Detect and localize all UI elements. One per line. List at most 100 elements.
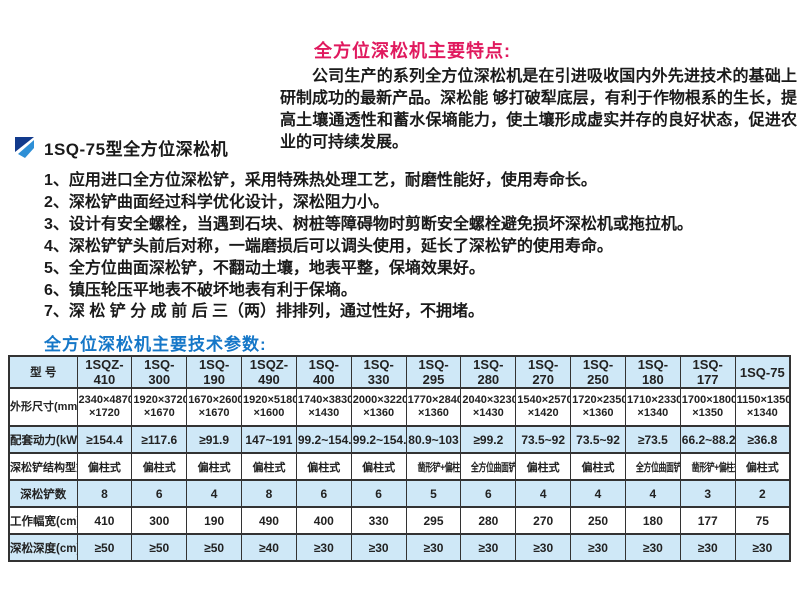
param-cell: 偏柱式 — [295, 452, 352, 481]
table-row: 配套动力(kW) ≥154.4 ≥117.6 ≥91.9 147~191 99.2~154… — [8, 425, 791, 454]
model-header-cell: 1SQZ-490 — [241, 355, 297, 389]
param-cell: 490 — [241, 506, 297, 535]
model-header-cell: 1SQ-400 — [295, 355, 352, 389]
param-cell: 1150×1350 ×1340 — [734, 387, 791, 427]
model-header-cell: 1SQ-190 — [186, 355, 243, 389]
param-cell: 75 — [734, 506, 791, 535]
param-cell: 80.9~103 — [405, 425, 462, 454]
param-cell: 1920×3720 ×1670 — [131, 387, 188, 427]
feature-item-7: 7、深 松 铲 分 成 前 后 三（两）排排列，通过性好，不拥堵。 — [44, 303, 485, 321]
param-cell: ≥154.4 — [76, 425, 133, 454]
param-cell: 295 — [405, 506, 462, 535]
feature-item-1: 1、应用进口全方位深松铲，采用特殊热处理工艺，耐磨性能好，使用寿命长。 — [44, 172, 597, 189]
param-cell: 偏柱式 — [241, 452, 297, 481]
table-row: 外形尺寸(mm) 2340×4870 ×1720 1920×3720 ×1670 1670… — [8, 387, 791, 427]
param-cell: 410 — [76, 506, 133, 535]
param-cell: 偏柱式 — [515, 452, 572, 481]
param-cell: 2 — [734, 479, 791, 508]
param-cell: ≥117.6 — [131, 425, 188, 454]
param-cell: ≥30 — [624, 533, 681, 562]
param-cell: 1740×3830 ×1430 — [295, 387, 352, 427]
param-cell: ≥40 — [241, 533, 297, 562]
param-cell: 66.2~88.2 — [679, 425, 736, 454]
param-cell: 偏柱式 — [76, 452, 133, 481]
param-cell: ≥36.8 — [734, 425, 791, 454]
params-table: 型 号 1SQZ-410 1SQ-300 1SQ-190 1SQZ-490 1SQ-400… — [8, 355, 791, 562]
param-cell: 偏柱式 — [734, 452, 791, 481]
param-cell: 偏柱式 — [570, 452, 626, 481]
param-cell: 1700×1800 ×1350 — [679, 387, 736, 427]
param-cell: 280 — [460, 506, 517, 535]
param-cell: 偏柱式 — [131, 452, 188, 481]
feature-list: 1、应用进口全方位深松铲，采用特殊热处理工艺，耐磨性能好，使用寿命长。 2、深松铲… — [44, 170, 784, 323]
param-cell: 偏柱式 — [350, 452, 407, 481]
feature-item-4: 4、深松铲铲头前后对称，一端磨损后可以调头使用，延长了深松铲的使用寿命。 — [44, 237, 613, 255]
table-row: 工作幅宽(cm) 410 300 190 490 400 330 295 280 270 250 18… — [8, 506, 791, 535]
param-cell: 1920×5180 ×1600 — [241, 387, 297, 427]
param-cell: 2340×4870 ×1720 — [76, 387, 133, 427]
param-cell: 177 — [679, 506, 736, 535]
row-label-cell: 配套动力(kW) — [8, 425, 78, 454]
param-cell: 73.5~92 — [515, 425, 572, 454]
param-cell: 2000×3220 ×1360 — [350, 387, 407, 427]
table-row: 深松深度(cm) ≥50 ≥50 ≥50 ≥40 ≥30 ≥30 ≥30 ≥30 ≥30 ≥30 ≥3… — [8, 533, 791, 562]
product-model-label: 1SQ-75型全方位深松机 — [44, 140, 229, 159]
param-cell: 5 — [405, 479, 462, 508]
param-cell: 400 — [295, 506, 352, 535]
param-cell: ≥73.5 — [624, 425, 681, 454]
param-cell: 330 — [350, 506, 407, 535]
param-cell: 2040×3230 ×1430 — [460, 387, 517, 427]
param-cell: 180 — [624, 506, 681, 535]
features-heading: 全方位深松机主要特点: — [314, 41, 511, 61]
param-cell: 全方位曲面铲 — [460, 452, 517, 481]
param-cell: 全方位曲面铲 — [624, 452, 681, 481]
corner-header-cell: 型 号 — [8, 355, 78, 389]
table-row: 深松铲结构型式偏柱式偏柱式偏柱式偏柱式偏柱式偏柱式凿形铲+偏柱式全方位曲面铲偏柱… — [8, 452, 791, 481]
param-cell: 1670×2600 ×1670 — [186, 387, 243, 427]
row-label-cell: 深松铲结构型式 — [8, 452, 78, 481]
model-header-cell: 1SQ-330 — [350, 355, 407, 389]
model-header-cell: 1SQ-270 — [515, 355, 572, 389]
param-cell: 4 — [186, 479, 243, 508]
param-cell: 73.5~92 — [570, 425, 626, 454]
param-cell: 190 — [186, 506, 243, 535]
param-cell: 99.2~154.4 — [350, 425, 407, 454]
table-header-row: 型 号 1SQZ-410 1SQ-300 1SQ-190 1SQZ-490 1SQ-400… — [8, 355, 791, 389]
param-cell: ≥50 — [186, 533, 243, 562]
param-cell: 99.2~154.4 — [295, 425, 352, 454]
model-header-cell: 1SQ-177 — [679, 355, 736, 389]
param-cell: 6 — [295, 479, 352, 508]
param-cell: 250 — [570, 506, 626, 535]
param-cell: ≥30 — [734, 533, 791, 562]
feature-item-2: 2、深松铲曲面经过科学优化设计，深松阻力小。 — [44, 193, 389, 211]
param-cell: 8 — [76, 479, 133, 508]
param-cell: 4 — [570, 479, 626, 508]
param-cell: 1720×2350 ×1360 — [570, 387, 626, 427]
param-cell: ≥30 — [295, 533, 352, 562]
blue-triangles-logo-icon — [15, 137, 34, 158]
param-cell: 270 — [515, 506, 572, 535]
model-header-cell: 1SQ-75 — [734, 355, 791, 389]
param-cell: ≥91.9 — [186, 425, 243, 454]
feature-item-6: 6、镇压轮压平地表不破坏地表有利于保墒。 — [44, 281, 357, 299]
param-cell: ≥30 — [405, 533, 462, 562]
param-cell: 凿形铲+偏柱式 — [679, 452, 736, 481]
params-heading: 全方位深松机主要技术参数: — [44, 335, 267, 354]
model-header-cell: 1SQ-295 — [405, 355, 462, 389]
param-cell: 8 — [241, 479, 297, 508]
param-cell: ≥30 — [350, 533, 407, 562]
param-cell: 6 — [131, 479, 188, 508]
param-cell: ≥30 — [679, 533, 736, 562]
param-cell: ≥30 — [515, 533, 572, 562]
param-cell: ≥50 — [131, 533, 188, 562]
param-cell: 6 — [350, 479, 407, 508]
model-header-cell: 1SQ-180 — [624, 355, 681, 389]
row-label-cell: 深松铲数 — [8, 479, 78, 508]
model-header-cell: 1SQ-300 — [131, 355, 188, 389]
feature-item-3: 3、设计有安全螺栓，当遇到石块、树桩等障碍物时剪断安全螺栓避免损坏深松机或拖拉机… — [44, 215, 693, 233]
row-label-cell: 工作幅宽(cm) — [8, 506, 78, 535]
product-title-row: 1SQ-75型全方位深松机 — [14, 135, 228, 160]
param-cell: 4 — [624, 479, 681, 508]
param-cell: ≥30 — [460, 533, 517, 562]
param-cell: ≥50 — [76, 533, 133, 562]
